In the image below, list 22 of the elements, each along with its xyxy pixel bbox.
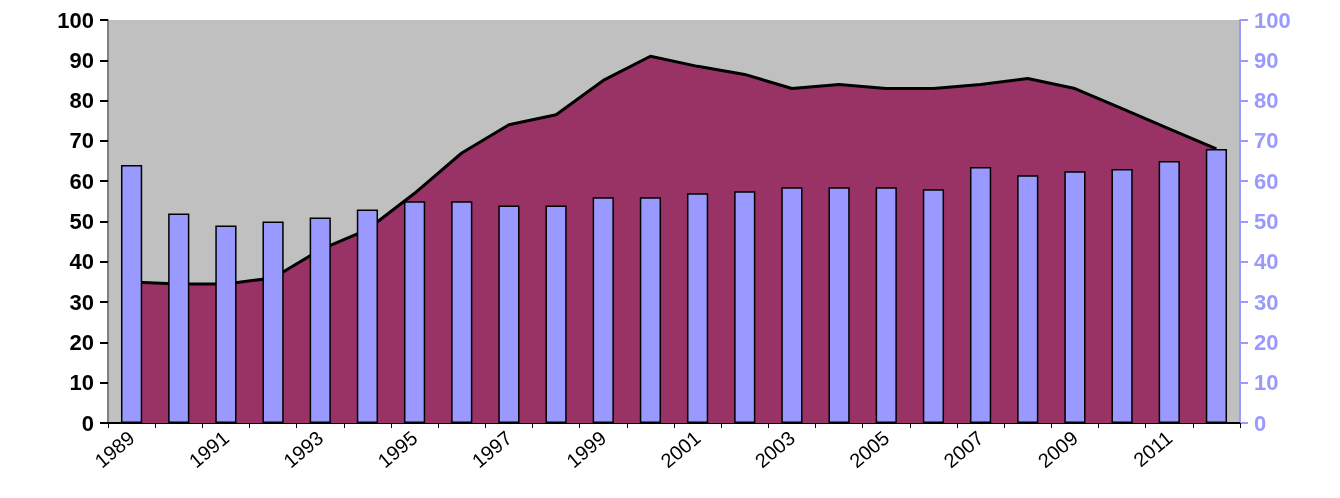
y2-tick-label: 10: [1254, 370, 1279, 396]
y2-tick-label: 50: [1254, 209, 1279, 234]
y-tick-label: 90: [69, 47, 94, 73]
y-tick-label: 30: [69, 289, 94, 315]
y-tick-label: 50: [69, 209, 94, 234]
y-tick-label: 100: [57, 7, 94, 33]
y-tick-label: 60: [69, 168, 94, 194]
y-tick-label: 20: [69, 329, 94, 355]
y2-tick-label: 100: [1254, 7, 1291, 33]
y2-tick-label: 20: [1254, 329, 1279, 355]
y2-tick-label: 40: [1254, 249, 1279, 275]
y-tick-label: 80: [69, 88, 94, 114]
y2-tick-label: 90: [1254, 47, 1279, 73]
y-tick-label: 10: [69, 370, 94, 396]
y2-tick-label: 0: [1254, 410, 1267, 436]
y2-tick-label: 60: [1254, 168, 1279, 194]
y-tick-label: 70: [69, 128, 94, 154]
y2-tick-label: 80: [1254, 88, 1279, 114]
y-tick-label: 40: [69, 249, 94, 275]
y-tick-label: 0: [81, 410, 94, 436]
y2-tick-label: 30: [1254, 289, 1279, 315]
y2-tick-label: 70: [1254, 128, 1279, 154]
